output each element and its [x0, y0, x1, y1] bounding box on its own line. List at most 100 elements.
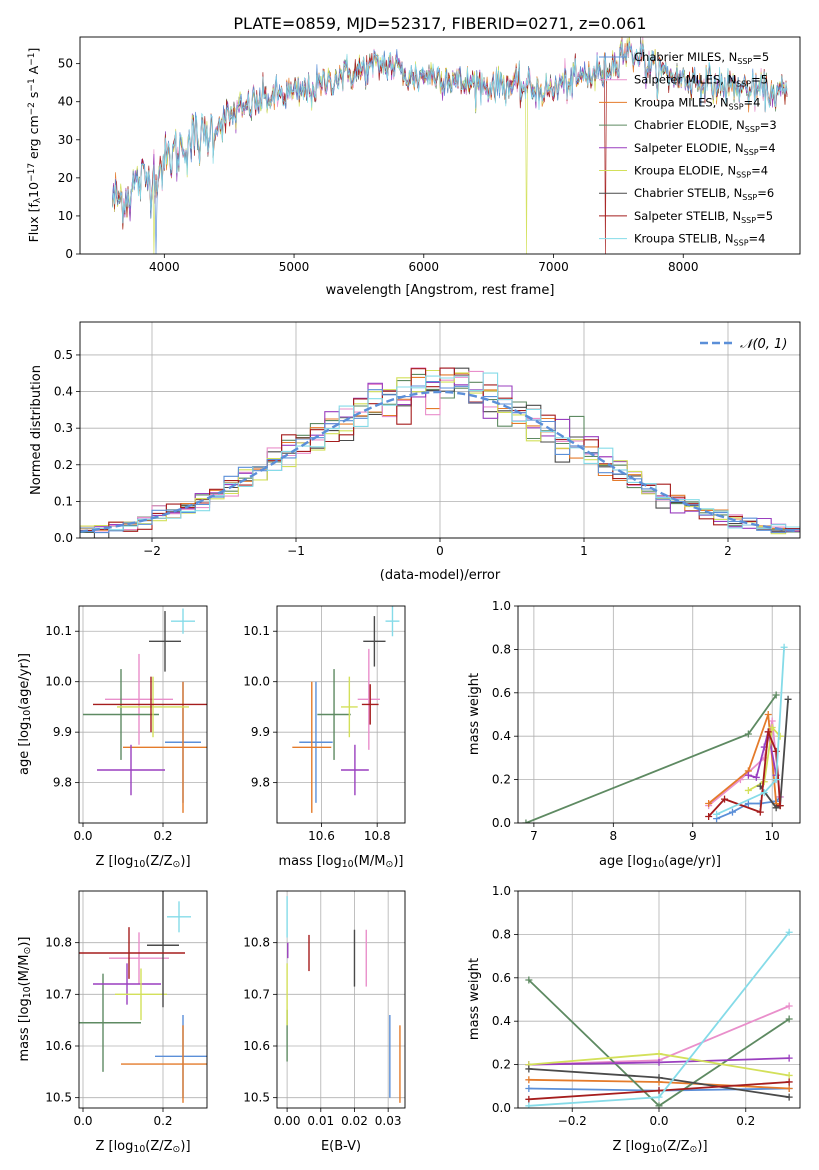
- y-tick-label: 0.2: [492, 773, 511, 787]
- plot-area-residuals: [80, 367, 800, 538]
- weight-marker-8: [525, 1102, 533, 1108]
- axes-frame-age-vs-Z: [78, 605, 208, 824]
- weight-marker-4: [744, 771, 752, 779]
- x-tick-label: 10.6: [308, 829, 335, 843]
- weight-marker-7: [705, 812, 713, 820]
- x-tick-label: 0.2: [736, 1114, 755, 1128]
- y-tick-label: 10.6: [45, 1039, 72, 1053]
- weight-marker-3: [655, 1102, 663, 1108]
- y-axis-label: mass weight: [467, 958, 482, 1040]
- x-tick-label: 0.03: [375, 1114, 402, 1128]
- y-tick-label: 0.4: [492, 1014, 511, 1028]
- legend-entry: Chabrier STELIB, NSSP=6: [634, 186, 774, 202]
- y-tick-label: 10.7: [45, 987, 72, 1001]
- weight-marker-5: [655, 1050, 663, 1058]
- weight-marker-0: [744, 799, 752, 807]
- legend-entry: Kroupa MILES, NSSP=4: [634, 95, 760, 111]
- x-tick-label: 0.00: [274, 1114, 301, 1128]
- y-tick-label: 1.0: [492, 599, 511, 613]
- axes-frame-residuals: [79, 321, 801, 539]
- weight-marker-6: [784, 695, 792, 703]
- legend-entry: Salpeter MILES, NSSP=5: [634, 73, 768, 89]
- x-tick-label: 7000: [538, 260, 569, 274]
- weight-marker-4: [785, 1054, 793, 1062]
- x-tick-label: 5000: [279, 260, 310, 274]
- y-axis-label: Normed distribution: [29, 365, 44, 495]
- y-tick-label: 0.0: [54, 531, 73, 545]
- weight-marker-0: [728, 808, 736, 816]
- weight-marker-0: [525, 1084, 533, 1092]
- x-tick-label: 6000: [409, 260, 440, 274]
- plot-area-spectrum: [112, 37, 788, 254]
- axes-frame-age-vs-mass: [276, 605, 406, 824]
- panel-residuals: −2 −1 0 1 2 0.0 0.1 0.2 0.3 0.4 0.5 𝒩(0, 1) (data-mo…: [29, 321, 801, 583]
- panel-weight-vs-age: 7 8 9 10 0.0 0.2 0.4 0.6 0.8 1.0 age [log10(age/yr…: [467, 599, 801, 870]
- weight-marker-8: [655, 1093, 663, 1101]
- weight-marker-5: [776, 732, 784, 740]
- legend-entry: Chabrier ELODIE, NSSP=3: [634, 118, 777, 134]
- legend-entry-reference: 𝒩(0, 1): [740, 337, 787, 352]
- weight-line-8: [716, 647, 785, 816]
- panel-mass-vs-Z: 0.0 0.2 10.5 10.6 10.7 10.8 Z [log10(Z/Z⊙)] mas…: [17, 890, 208, 1155]
- y-tick-label: 20: [58, 171, 73, 185]
- y-tick-label: 40: [58, 95, 73, 109]
- x-tick-label: 0.2: [153, 1114, 172, 1128]
- x-tick-label: 0.0: [73, 829, 92, 843]
- y-tick-label: 50: [58, 57, 73, 71]
- y-tick-label: 10.5: [45, 1091, 72, 1105]
- x-tick-label: 0.0: [73, 1114, 92, 1128]
- weight-marker-3: [744, 730, 752, 738]
- x-tick-label: 0.0: [649, 1114, 668, 1128]
- axes-frame-spectrum: [79, 36, 801, 255]
- panel-weight-vs-Z: −0.2 0.0 0.2 0.0 0.2 0.4 0.6 0.8 1.0 Z [log10(Z/Z…: [467, 884, 801, 1155]
- weight-marker-6: [655, 1074, 663, 1082]
- weight-marker-8: [713, 810, 721, 818]
- weight-line-6: [759, 699, 789, 809]
- y-tick-label: 10.8: [45, 936, 72, 950]
- x-tick-label: 8000: [668, 260, 699, 274]
- plot-area-mass-vs-EBV: [286, 896, 401, 1103]
- figure-title: PLATE=0859, MJD=52317, FIBERID=0271, z=0…: [233, 14, 646, 33]
- x-axis-label: wavelength [Angstrom, rest frame]: [326, 283, 555, 298]
- x-tick-label: −0.2: [558, 1114, 587, 1128]
- y-tick-label: 0.2: [54, 458, 73, 472]
- weight-marker-2: [785, 1084, 793, 1092]
- axes-frame-mass-vs-EBV: [276, 890, 406, 1109]
- y-tick-label: 9.8: [251, 776, 270, 790]
- y-tick-label: 0.0: [492, 1101, 511, 1115]
- axes-frame-mass-vs-Z: [78, 890, 208, 1109]
- weight-marker-7: [785, 1078, 793, 1086]
- y-tick-label: 10.0: [243, 675, 270, 689]
- y-axis-label: age [log10(age/yr)]: [17, 653, 33, 775]
- y-tick-label: 0.1: [54, 494, 73, 508]
- y-tick-label: 10: [58, 209, 73, 223]
- normal-reference-curve: [80, 390, 798, 533]
- x-tick-label: 8: [610, 829, 618, 843]
- y-tick-label: 9.8: [53, 776, 72, 790]
- legend-entry: Chabrier MILES, NSSP=5: [634, 50, 769, 66]
- x-tick-label: 0: [436, 544, 444, 558]
- y-tick-label: 0.5: [54, 348, 73, 362]
- x-axis-label: Z [log10(Z/Z⊙)]: [95, 1139, 190, 1155]
- weight-marker-6: [772, 804, 780, 812]
- weight-marker-3: [772, 691, 780, 699]
- panel-age-vs-mass: 10.6 10.8 9.8 9.9 10.0 10.1 mass [log10(M/M⊙)]: [243, 605, 406, 870]
- panel-age-vs-Z: 0.0 0.2 9.8 9.9 10.0 10.1 Z [log10(Z/Z⊙)] age […: [17, 605, 208, 870]
- weight-marker-3: [785, 1015, 793, 1023]
- y-tick-label: 10.6: [243, 1039, 270, 1053]
- weight-marker-8: [780, 643, 788, 651]
- y-tick-label: 10.1: [45, 624, 72, 638]
- plot-area-weight-vs-Z: [525, 928, 793, 1108]
- legend-entry: Kroupa ELODIE, NSSP=4: [634, 164, 768, 180]
- plot-area-age-vs-Z: [83, 608, 207, 813]
- x-tick-label: −1: [287, 544, 305, 558]
- y-tick-label: 9.9: [251, 725, 270, 739]
- x-axis-label: age [log10(age/yr)]: [599, 854, 721, 870]
- legend-entry: Salpeter STELIB, NSSP=5: [634, 209, 773, 225]
- panel-spectrum: 4000 5000 6000 7000 8000 0 10 20 30 40 50 Chabrier …: [26, 36, 801, 298]
- legend-entry: Kroupa STELIB, NSSP=4: [634, 232, 765, 248]
- weight-marker-1: [768, 717, 776, 725]
- x-tick-label: 4000: [149, 260, 180, 274]
- y-tick-label: 0.8: [492, 927, 511, 941]
- x-tick-label: 10.8: [364, 829, 391, 843]
